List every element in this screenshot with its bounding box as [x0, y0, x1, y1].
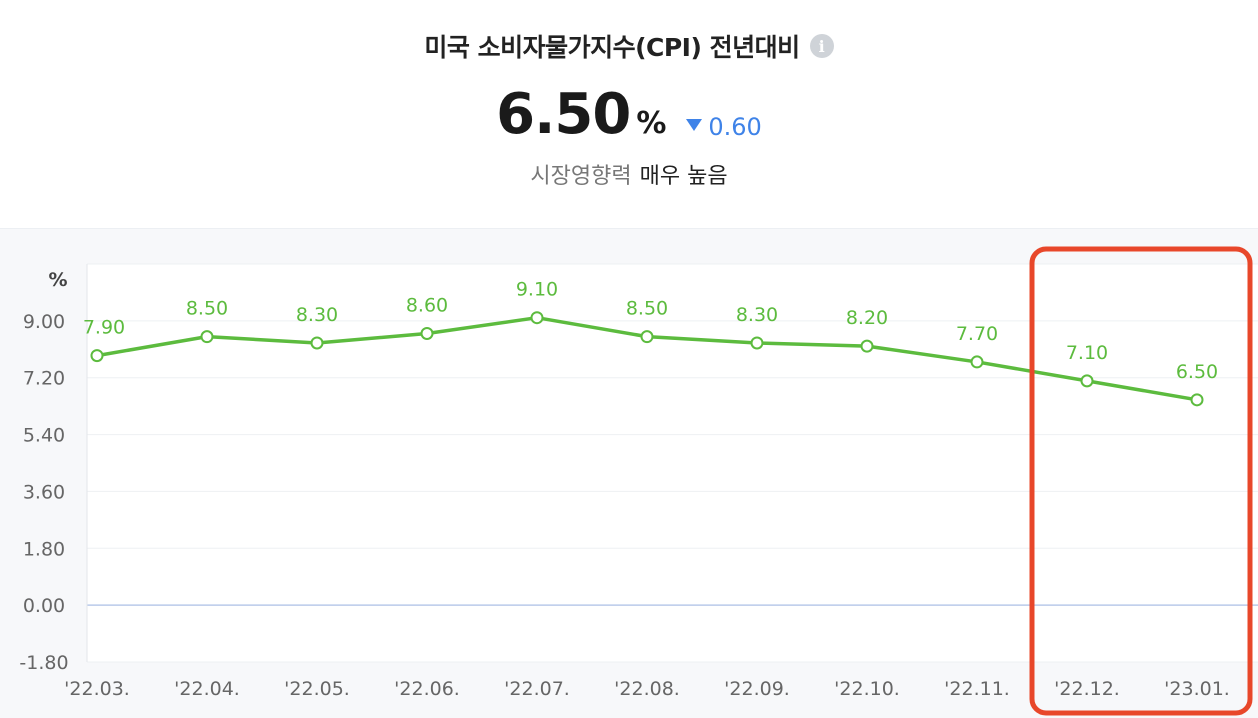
indicator-header: 미국 소비자물가지수(CPI) 전년대비 i 6.50 % 0.60 시장영향력…: [0, 0, 1258, 229]
plot-background: [87, 264, 1258, 662]
y-tick-label: 9.00: [23, 311, 65, 333]
data-point: [200, 330, 214, 344]
y-tick-label: 0.00: [23, 595, 65, 617]
y-tick-label: 1.80: [23, 538, 65, 560]
change-indicator: 0.60: [686, 113, 762, 141]
data-label: 8.50: [186, 298, 228, 320]
x-tick-label: '22.05.: [284, 678, 350, 700]
cpi-line-chart: % 9.00 7.20 5.40 3.60 1.80 0.00 -1.80 '22.03. '22…: [0, 229, 1258, 718]
impact-label: 시장영향력: [530, 164, 632, 189]
data-point: [860, 339, 874, 353]
x-tick-label: '22.07.: [504, 678, 570, 700]
value-unit: %: [636, 106, 667, 141]
data-point: [1080, 374, 1094, 388]
data-label: 6.50: [1176, 361, 1218, 383]
data-label: 7.70: [956, 323, 998, 345]
impact-value: 매우 높음: [639, 164, 728, 189]
data-label: 8.30: [736, 304, 778, 326]
data-point: [1190, 393, 1204, 407]
data-point: [420, 326, 434, 340]
highlight-box: [1029, 246, 1253, 716]
y-tick-label: 5.40: [23, 425, 65, 447]
x-tick-label: '22.09.: [724, 678, 790, 700]
down-triangle-icon: [686, 119, 703, 131]
x-tick-label: '22.06.: [394, 678, 460, 700]
x-tick-label: '22.08.: [614, 678, 680, 700]
data-point: [90, 349, 104, 363]
data-point: [970, 355, 984, 369]
change-value: 0.60: [708, 113, 762, 141]
x-tick-label: '22.03.: [64, 678, 130, 700]
left-margin: [0, 229, 87, 718]
data-label: 9.10: [516, 279, 558, 301]
data-label: 8.30: [296, 304, 338, 326]
current-value: 6.50: [496, 82, 631, 147]
info-icon[interactable]: i: [809, 34, 834, 58]
y-tick-label: 7.20: [23, 368, 65, 390]
data-label: 8.50: [626, 298, 668, 320]
data-point: [640, 330, 654, 344]
value-row: 6.50 % 0.60: [0, 82, 1258, 147]
x-tick-label: '22.12.: [1054, 678, 1120, 700]
indicator-title: 미국 소비자물가지수(CPI) 전년대비: [424, 33, 800, 62]
data-point: [310, 336, 324, 350]
x-tick-label: '22.10.: [834, 678, 900, 700]
y-axis-unit-label: %: [48, 269, 67, 291]
x-tick-label: '22.04.: [174, 678, 240, 700]
data-label: 8.20: [846, 307, 888, 329]
data-point: [530, 311, 544, 325]
data-point: [750, 336, 764, 350]
data-label: 8.60: [406, 294, 448, 316]
data-label: 7.90: [83, 317, 125, 339]
title-row: 미국 소비자물가지수(CPI) 전년대비 i: [0, 28, 1258, 64]
data-label: 7.10: [1066, 342, 1108, 364]
y-tick-label: -1.80: [19, 652, 68, 674]
x-tick-label: '23.01.: [1164, 678, 1230, 700]
y-tick-label: 3.60: [23, 481, 65, 503]
chart-area: % 9.00 7.20 5.40 3.60 1.80 0.00 -1.80 '22.03. '22…: [0, 229, 1258, 718]
x-tick-label: '22.11.: [944, 678, 1010, 700]
market-impact: 시장영향력 매우 높음: [0, 158, 1258, 190]
